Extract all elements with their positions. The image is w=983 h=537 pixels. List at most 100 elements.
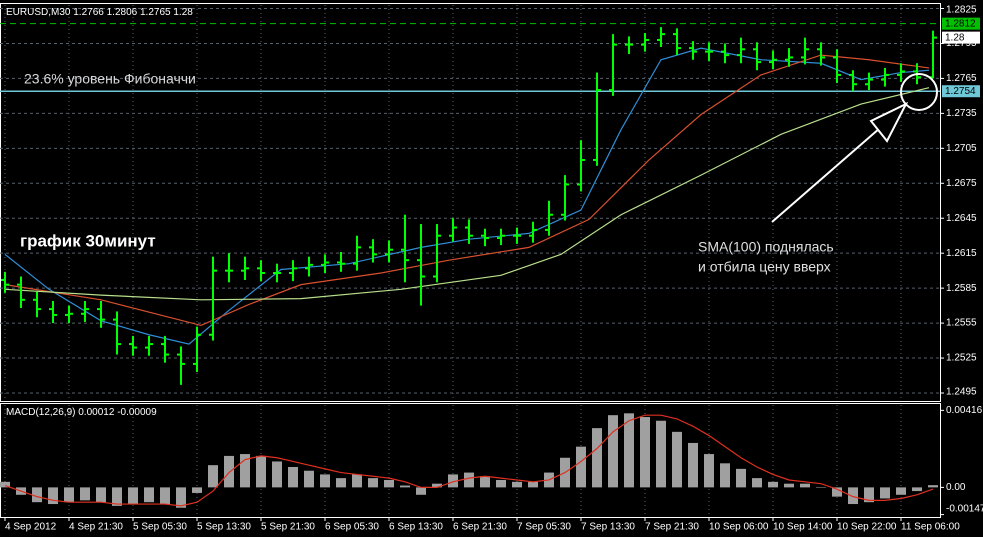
y-tick-label: 1.2555 xyxy=(946,318,977,329)
arrow-shaft xyxy=(771,127,881,223)
macd-bar xyxy=(176,487,186,508)
macd-bar xyxy=(432,483,442,488)
signal-last: -0.00009 xyxy=(117,407,157,418)
macd-bar xyxy=(640,417,650,488)
macd-bar xyxy=(288,467,298,488)
macd-bar xyxy=(912,487,922,492)
macd-bar xyxy=(736,468,746,488)
moving-average xyxy=(4,87,930,301)
macd-bar xyxy=(112,487,122,506)
last-close: 1.28 xyxy=(173,7,193,18)
y-tick-label: -0.00147 xyxy=(946,504,983,515)
price-panel-frame xyxy=(0,3,941,402)
x-tick-label: 10 Sep 06:00 xyxy=(709,522,769,533)
macd-bar xyxy=(416,487,426,495)
macd-bar xyxy=(608,415,618,488)
macd-bar xyxy=(64,487,74,503)
last-high: 1.2806 xyxy=(107,7,138,18)
fib-label: 1.2754 xyxy=(945,86,976,97)
x-tick-label: 11 Sep 06:00 xyxy=(901,522,960,533)
macd-bar xyxy=(224,455,234,488)
sma-annotation-1: SMA(100) поднялась xyxy=(698,239,834,255)
x-tick-label: 7 Sep 13:30 xyxy=(581,522,635,533)
symbol: EURUSD,M30 xyxy=(6,7,71,18)
macd-bar xyxy=(768,481,778,488)
macd-bar xyxy=(512,481,522,488)
macd-bar xyxy=(672,431,682,488)
macd-bar xyxy=(96,487,106,503)
macd-bar xyxy=(528,481,538,488)
macd-bar xyxy=(304,470,314,488)
signal-line xyxy=(4,414,934,507)
macd-bar xyxy=(192,487,202,493)
x-tick-label: 5 Sep 21:30 xyxy=(261,522,315,533)
macd-bar xyxy=(704,454,714,488)
x-tick-label: 7 Sep 05:30 xyxy=(517,522,571,533)
macd-bar xyxy=(448,474,458,488)
y-tick-label: 1.2705 xyxy=(946,143,977,154)
x-tick-label: 10 Sep 22:00 xyxy=(837,522,897,533)
last-low: 1.2765 xyxy=(140,7,171,18)
macd-bar xyxy=(272,461,282,488)
y-tick-label: 1.2525 xyxy=(946,353,977,364)
macd-bar xyxy=(240,454,250,488)
macd-bar xyxy=(144,487,154,503)
timeframe-annotation: график 30минут xyxy=(20,231,156,250)
last-price-label: 1.28 xyxy=(945,32,965,43)
y-tick-label: 0.00416 xyxy=(946,405,983,416)
x-tick-label: 7 Sep 21:30 xyxy=(645,522,699,533)
macd-bar xyxy=(816,487,826,488)
macd-bar xyxy=(208,465,218,488)
x-tick-label: 5 Sep 13:30 xyxy=(197,522,251,533)
macd-bar xyxy=(256,455,266,488)
fib-annotation: 23.6% уровень Фибоначчи xyxy=(24,71,196,87)
macd-bar xyxy=(848,487,858,505)
macd-bar xyxy=(464,472,474,488)
x-tick-label: 6 Sep 13:30 xyxy=(389,522,443,533)
macd-bar xyxy=(320,474,330,488)
macd-bar xyxy=(368,478,378,488)
macd-bar xyxy=(928,485,938,488)
fib-box xyxy=(942,85,980,98)
y-tick-label: 1.2585 xyxy=(946,283,977,294)
macd-bar xyxy=(592,428,602,488)
x-tick-label: 4 Sep 2012 xyxy=(5,522,57,533)
macd-bar xyxy=(0,481,10,488)
macd-bar xyxy=(160,487,170,505)
macd-bar xyxy=(784,483,794,488)
macd-bar xyxy=(752,478,762,488)
x-tick-label: 5 Sep 05:30 xyxy=(133,522,187,533)
macd-bar xyxy=(720,463,730,488)
macd-bar xyxy=(336,478,346,488)
macd-bar xyxy=(864,487,874,503)
ask-label: 1.2812 xyxy=(945,18,976,29)
symbol-header: EURUSD,M30 1.2766 1.2806 1.2765 1.28 xyxy=(6,7,193,18)
macd-panel-frame xyxy=(0,403,941,518)
macd-bar xyxy=(352,474,362,488)
macd-bar xyxy=(48,487,58,505)
y-tick-label: 1.2765 xyxy=(946,73,977,84)
macd-bar xyxy=(688,442,698,488)
sma-annotation-2: и отбила цену вверх xyxy=(698,259,831,275)
macd-bar xyxy=(896,487,906,495)
highlight-circle xyxy=(900,73,938,111)
macd-bar xyxy=(576,446,586,488)
macd-header: MACD(12,26,9) 0.00012 -0.00009 xyxy=(6,407,157,418)
plot-layer: 1.28251.27951.27651.27351.27051.26751.26… xyxy=(0,5,983,533)
last-price-box xyxy=(942,31,980,44)
y-tick-label: 1.2495 xyxy=(946,387,977,398)
macd-bar xyxy=(400,485,410,488)
y-tick-label: 1.2735 xyxy=(946,108,977,119)
macd-bar xyxy=(832,487,842,497)
macd-bar xyxy=(384,479,394,488)
y-tick-label: 1.2645 xyxy=(946,213,977,224)
ask-box xyxy=(942,17,980,30)
x-tick-label: 6 Sep 05:30 xyxy=(325,522,379,533)
last-open: 1.2766 xyxy=(73,7,104,18)
macd-bar xyxy=(128,487,138,505)
macd-bar xyxy=(800,483,810,488)
y-tick-label: 1.2615 xyxy=(946,248,977,259)
y-tick-label: 1.2825 xyxy=(946,5,977,16)
